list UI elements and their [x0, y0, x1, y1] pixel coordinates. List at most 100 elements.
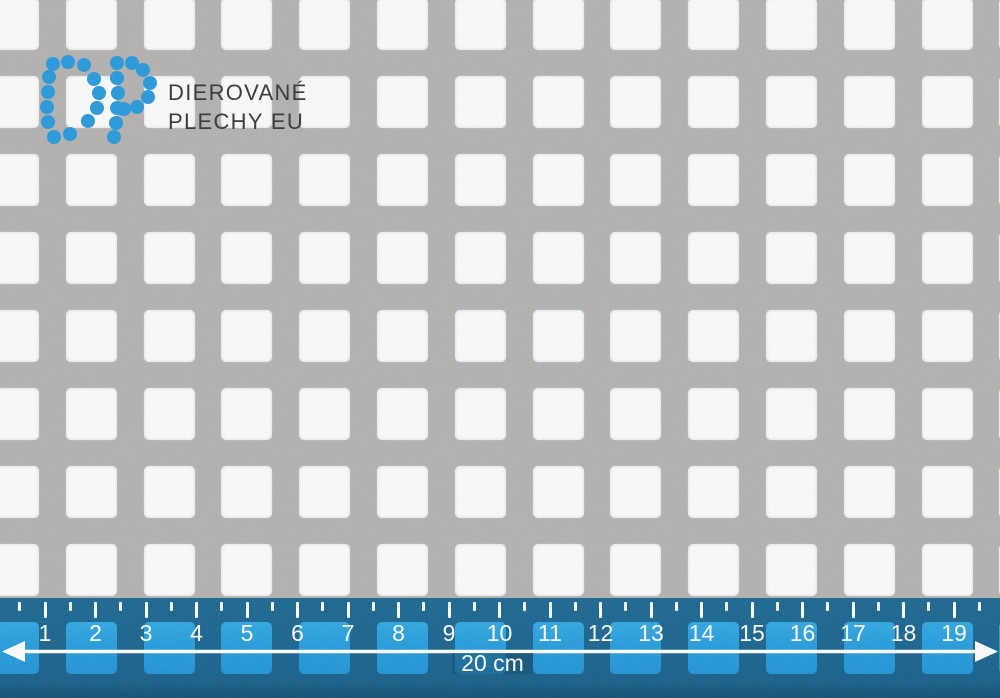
sheet-hole: [299, 544, 351, 596]
sheet-hole: [532, 466, 584, 518]
sheet-hole: [299, 0, 351, 50]
sheet-hole: [532, 388, 584, 440]
sheet-hole: [377, 0, 428, 50]
sheet-hole: [377, 232, 428, 284]
sheet-hole: [0, 0, 39, 50]
sheet-hole: [688, 154, 740, 206]
sheet-hole: [377, 544, 428, 596]
logo-dot: [117, 101, 131, 116]
logo-dot: [42, 70, 56, 84]
sheet-hole: [921, 466, 973, 518]
sheet-hole: [143, 544, 195, 596]
logo-dot: [143, 76, 157, 90]
sheet-hole: [377, 310, 428, 362]
logo-dot: [40, 85, 55, 99]
logo-dot: [40, 100, 54, 114]
sheet-hole: [299, 466, 351, 518]
sheet-hole: [766, 388, 817, 440]
sheet-hole: [221, 466, 273, 518]
sheet-hole: [299, 232, 351, 284]
logo-dot: [92, 86, 106, 100]
sheet-hole: [221, 232, 273, 284]
sheet-hole: [766, 76, 817, 128]
sheet-hole: [532, 154, 584, 206]
sheet-hole: [143, 466, 195, 518]
sheet-hole: [0, 232, 39, 284]
logo-dot: [141, 90, 155, 104]
logo-dot: [110, 56, 124, 71]
sheet-hole: [143, 232, 195, 284]
sheet-hole: [843, 310, 895, 362]
sheet-hole: [532, 76, 584, 128]
sheet-hole: [688, 466, 740, 518]
sheet-hole: [454, 388, 506, 440]
sheet-hole: [688, 0, 740, 50]
sheet-hole: [610, 466, 662, 518]
sheet-hole: [921, 388, 973, 440]
logo-dot: [136, 63, 150, 77]
brand-name: DIEROVANÉ PLECHY EU: [168, 78, 308, 136]
sheet-hole: [921, 544, 973, 596]
sheet-hole: [532, 544, 584, 596]
sheet-hole: [221, 544, 273, 596]
sheet-hole: [843, 544, 895, 596]
sheet-hole: [65, 466, 117, 518]
logo-dot: [110, 86, 125, 100]
sheet-hole: [766, 310, 817, 362]
sheet-hole: [843, 76, 895, 128]
sheet-hole: [65, 544, 117, 596]
sheet-hole: [921, 232, 973, 284]
sheet-hole: [143, 388, 195, 440]
sheet-hole: [454, 76, 506, 128]
sheet-hole: [610, 76, 662, 128]
sheet-hole: [610, 154, 662, 206]
sheet-hole: [454, 310, 506, 362]
sheet-hole: [299, 388, 351, 440]
sheet-hole: [377, 154, 428, 206]
sheet-hole: [143, 154, 195, 206]
sheet-hole: [221, 0, 273, 50]
sheet-hole: [766, 0, 817, 50]
sheet-hole: [454, 0, 506, 50]
sheet-hole: [143, 310, 195, 362]
ruler-span-arrow: [2, 641, 998, 662]
sheet-hole: [610, 388, 662, 440]
sheet-hole: [532, 0, 584, 50]
sheet-hole: [221, 154, 273, 206]
sheet-hole: [688, 544, 740, 596]
sheet-hole: [843, 232, 895, 284]
logo-dot: [81, 114, 95, 128]
sheet-hole: [0, 466, 39, 518]
sheet-hole: [921, 310, 973, 362]
sheet-hole: [65, 154, 117, 206]
sheet-hole: [65, 232, 117, 284]
sheet-hole: [843, 388, 895, 440]
sheet-hole: [766, 154, 817, 206]
sheet-hole: [299, 310, 351, 362]
logo-dot: [90, 101, 104, 115]
sheet-hole: [921, 0, 973, 50]
sheet-hole: [610, 232, 662, 284]
sheet-hole: [0, 388, 39, 440]
logo-dot: [61, 55, 75, 69]
sheet-hole: [688, 232, 740, 284]
sheet-hole: [65, 0, 117, 50]
logo-dot: [130, 100, 144, 114]
sheet-hole: [921, 76, 973, 128]
sheet-hole: [843, 154, 895, 206]
sheet-hole: [377, 76, 428, 128]
ruler-length-label: 20 cm: [452, 650, 533, 676]
sheet-hole: [766, 466, 817, 518]
sheet-hole: [766, 544, 817, 596]
sheet-hole: [143, 0, 195, 50]
logo-dot: [77, 58, 91, 72]
logo-dot: [47, 130, 61, 144]
sheet-hole: [0, 154, 39, 206]
sheet-hole: [454, 466, 506, 518]
sheet-hole: [0, 544, 39, 596]
brand-line2: PLECHY EU: [168, 109, 305, 134]
brand-line1: DIEROVANÉ: [168, 80, 308, 105]
sheet-hole: [610, 0, 662, 50]
sheet-hole: [688, 310, 740, 362]
